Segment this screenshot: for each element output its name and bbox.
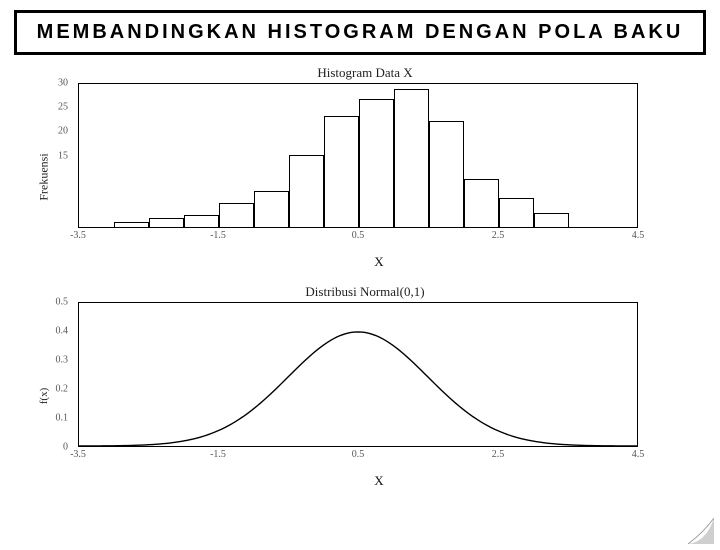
normal-ytick: 0.2 bbox=[56, 384, 69, 395]
normal-xtick: 2.5 bbox=[492, 449, 505, 460]
histogram-bars bbox=[79, 84, 637, 227]
histogram-xtick: 2.5 bbox=[492, 230, 505, 241]
histogram-bar bbox=[254, 191, 289, 227]
page-title: MEMBANDINGKAN HISTOGRAM DENGAN POLA BAKU bbox=[14, 10, 706, 55]
normal-plot-box bbox=[78, 302, 638, 447]
histogram-xtick: 4.5 bbox=[632, 230, 645, 241]
normal-xtick: -3.5 bbox=[70, 449, 86, 460]
normal-chart: Distribusi Normal(0,1) f(x) 00.10.20.30.… bbox=[50, 284, 680, 489]
title-text: MEMBANDINGKAN HISTOGRAM DENGAN POLA BAKU bbox=[37, 21, 684, 43]
histogram-chart: Histogram Data X Frekuensi 15202530 -3.5… bbox=[50, 65, 680, 270]
histogram-bar bbox=[114, 222, 149, 227]
histogram-bar bbox=[324, 116, 359, 227]
histogram-xlabel: X bbox=[78, 254, 680, 270]
histogram-ylabel: Frekuensi bbox=[37, 153, 52, 200]
histogram-bar bbox=[499, 198, 534, 227]
normal-ytick: 0 bbox=[63, 442, 68, 453]
histogram-xticks: -3.5-1.50.52.54.5 bbox=[78, 228, 638, 240]
histogram-xtick: 0.5 bbox=[352, 230, 365, 241]
histogram-bar bbox=[429, 121, 464, 227]
histogram-plot-box bbox=[78, 83, 638, 228]
normal-xlabel: X bbox=[78, 473, 680, 489]
histogram-bar bbox=[394, 89, 429, 227]
histogram-bar bbox=[149, 218, 184, 227]
histogram-title: Histogram Data X bbox=[50, 65, 680, 81]
normal-curve bbox=[79, 303, 637, 446]
histogram-bar bbox=[184, 215, 219, 227]
normal-ytick: 0.3 bbox=[56, 355, 69, 366]
histogram-bar bbox=[359, 99, 394, 227]
histogram-bar bbox=[534, 213, 569, 228]
normal-xtick: 0.5 bbox=[352, 449, 365, 460]
normal-ytick: 0.5 bbox=[56, 297, 69, 308]
histogram-bar bbox=[464, 179, 499, 227]
histogram-ytick: 30 bbox=[58, 78, 68, 89]
histogram-ytick: 15 bbox=[58, 150, 68, 161]
histogram-xtick: -1.5 bbox=[210, 230, 226, 241]
normal-title: Distribusi Normal(0,1) bbox=[50, 284, 680, 300]
histogram-ytick: 20 bbox=[58, 126, 68, 137]
page-curl-icon bbox=[688, 518, 714, 544]
histogram-bar bbox=[289, 155, 324, 228]
histogram-xtick: -3.5 bbox=[70, 230, 86, 241]
normal-ytick: 0.1 bbox=[56, 413, 69, 424]
normal-ylabel: f(x) bbox=[38, 387, 50, 404]
normal-ytick: 0.4 bbox=[56, 326, 69, 337]
histogram-bar bbox=[219, 203, 254, 227]
normal-xtick: -1.5 bbox=[210, 449, 226, 460]
normal-xticks: -3.5-1.50.52.54.5 bbox=[78, 447, 638, 459]
normal-xtick: 4.5 bbox=[632, 449, 645, 460]
histogram-ytick: 25 bbox=[58, 102, 68, 113]
